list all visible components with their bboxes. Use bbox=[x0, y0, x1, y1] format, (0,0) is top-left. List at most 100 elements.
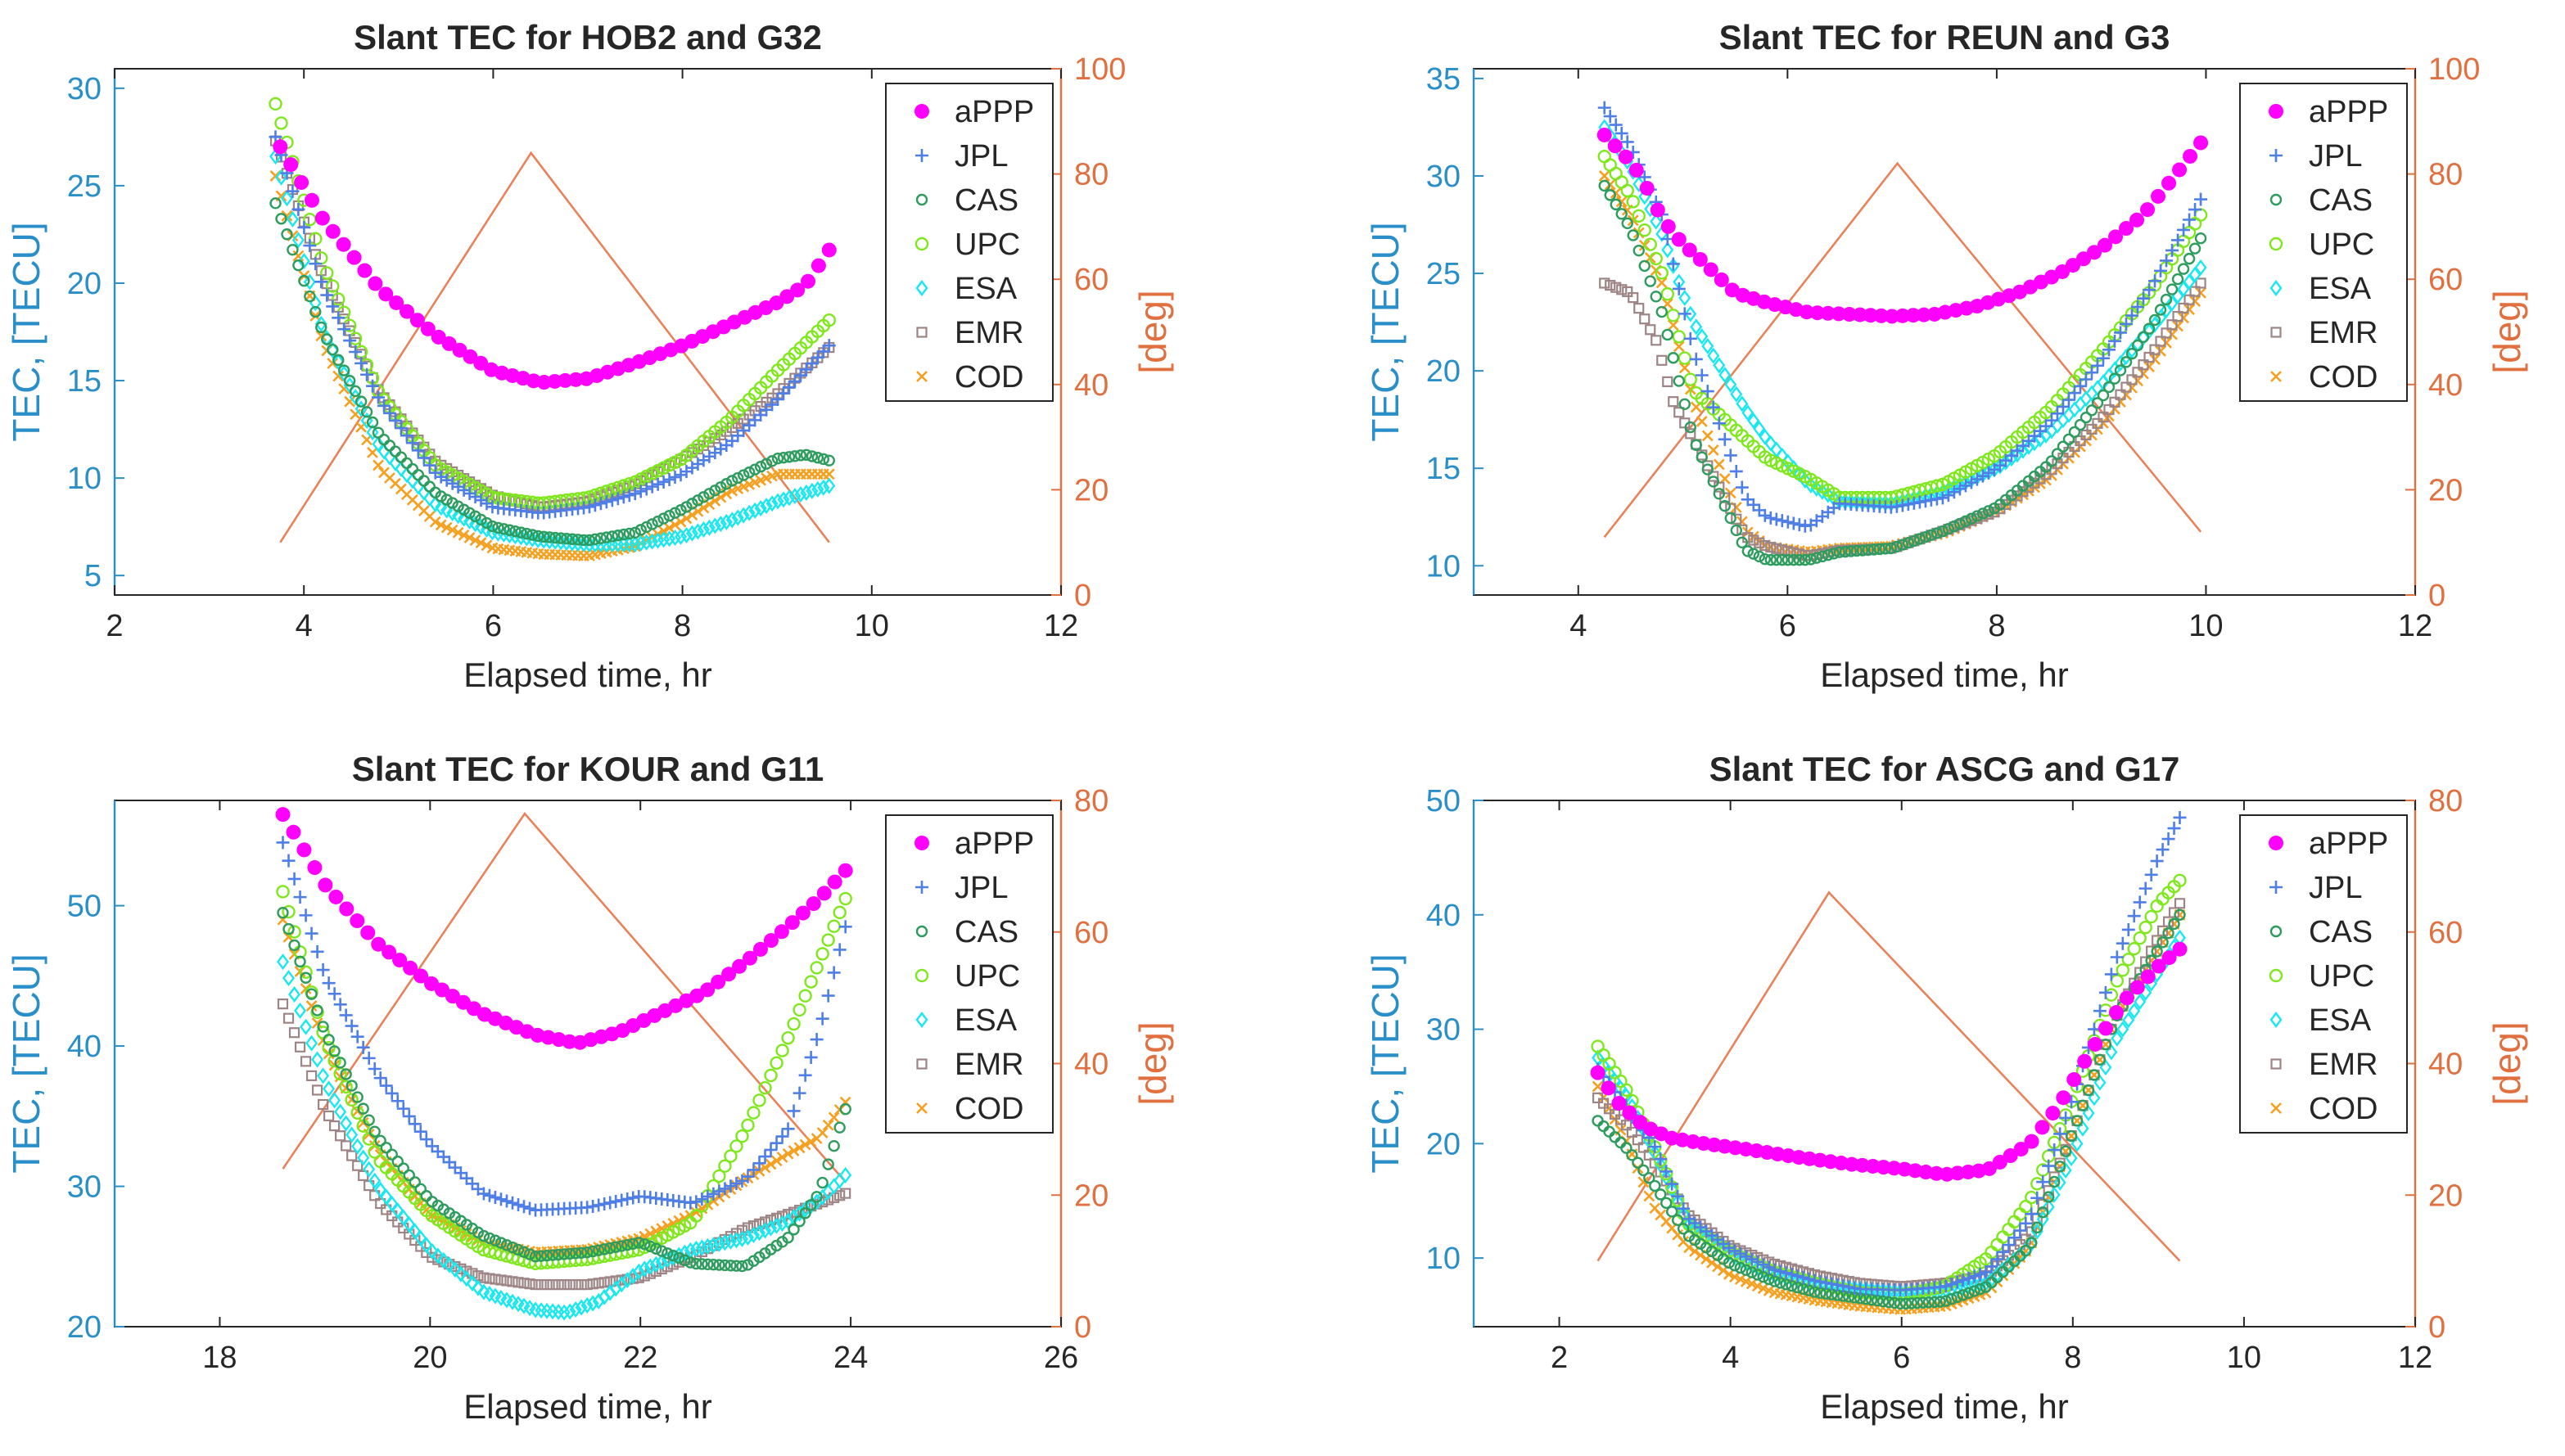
marker-cod bbox=[463, 532, 476, 543]
legend-box bbox=[2239, 814, 2408, 1134]
marker-jpl bbox=[777, 386, 791, 400]
marker-jpl bbox=[1769, 512, 1783, 526]
marker-appp bbox=[1601, 1080, 1616, 1096]
marker-cas bbox=[2085, 404, 2098, 417]
marker-cas bbox=[315, 321, 327, 334]
marker-jpl bbox=[1648, 1140, 1662, 1154]
marker-emr bbox=[782, 1209, 794, 1220]
marker-jpl bbox=[485, 500, 499, 514]
marker-appp bbox=[2003, 1148, 2018, 1164]
marker-cas bbox=[1890, 540, 1903, 553]
marker-jpl bbox=[2097, 351, 2110, 365]
marker-emr bbox=[2138, 359, 2149, 371]
marker-cas bbox=[554, 532, 567, 544]
marker-cas bbox=[2168, 917, 2180, 931]
marker-appp bbox=[368, 276, 383, 291]
marker-esa bbox=[629, 536, 642, 553]
marker-emr bbox=[1637, 1142, 1649, 1153]
marker-cas bbox=[709, 485, 721, 497]
marker-cas bbox=[1793, 553, 1806, 566]
marker-emr bbox=[1736, 524, 1748, 535]
legend-label: ESA bbox=[955, 1003, 1018, 1038]
marker-emr bbox=[501, 1275, 513, 1287]
marker-upc bbox=[914, 968, 929, 983]
marker-cas bbox=[560, 532, 573, 545]
marker-esa bbox=[2105, 1044, 2118, 1061]
marker-jpl bbox=[2131, 300, 2145, 314]
marker-cod bbox=[367, 447, 378, 458]
marker-esa bbox=[286, 210, 299, 228]
marker-emr bbox=[2109, 396, 2120, 408]
marker-cas bbox=[828, 1139, 840, 1152]
marker-cas bbox=[2102, 381, 2116, 394]
marker-jpl bbox=[1907, 496, 1921, 510]
marker-cas bbox=[1959, 515, 1972, 528]
marker-jpl bbox=[2137, 291, 2151, 305]
marker-cas bbox=[2162, 926, 2174, 940]
marker-jpl bbox=[1785, 1268, 1799, 1282]
marker-jpl bbox=[354, 356, 368, 370]
marker-appp bbox=[1607, 138, 1623, 154]
marker-jpl bbox=[1825, 1277, 1839, 1291]
marker-jpl bbox=[598, 1197, 612, 1210]
marker-jpl bbox=[1831, 1278, 1845, 1291]
marker-jpl bbox=[2167, 822, 2181, 836]
marker-esa bbox=[294, 1002, 307, 1019]
marker-emr bbox=[2178, 302, 2189, 314]
marker-appp bbox=[2161, 950, 2177, 966]
marker-esa bbox=[759, 1222, 772, 1239]
marker-cas bbox=[823, 454, 835, 467]
marker-jpl bbox=[1796, 1270, 1810, 1284]
marker-upc bbox=[332, 292, 345, 306]
marker-cas bbox=[2194, 232, 2207, 245]
legend: aPPP JPL CAS UPC ESA EMR COD bbox=[2239, 83, 2408, 402]
marker-esa bbox=[2116, 1021, 2129, 1038]
marker-emr bbox=[1668, 396, 1679, 408]
marker-upc bbox=[752, 1093, 766, 1107]
marker-cas bbox=[1718, 499, 1731, 512]
x-axis-label: Elapsed time, hr bbox=[463, 656, 711, 694]
legend-label: JPL bbox=[2309, 139, 2362, 174]
legend-item-appp: aPPP bbox=[914, 827, 1034, 861]
marker-jpl bbox=[605, 494, 619, 507]
marker-esa bbox=[426, 1242, 439, 1260]
marker-jpl bbox=[1947, 485, 1961, 499]
marker-cas bbox=[2151, 945, 2163, 958]
marker-emr bbox=[282, 1012, 295, 1024]
marker-jpl bbox=[1786, 516, 1800, 530]
marker-jpl bbox=[1775, 514, 1789, 528]
marker-esa bbox=[666, 1249, 680, 1266]
marker-cas bbox=[719, 1259, 731, 1272]
marker-cas bbox=[2174, 908, 2186, 921]
marker-jpl bbox=[1666, 257, 1680, 271]
marker-appp bbox=[307, 860, 323, 876]
marker-jpl bbox=[2002, 1238, 2016, 1252]
marker-cas bbox=[397, 1162, 409, 1174]
marker-cas bbox=[349, 385, 362, 398]
marker-cas bbox=[2088, 1069, 2101, 1081]
elevation-line bbox=[1603, 161, 2202, 539]
marker-cas bbox=[2188, 242, 2201, 255]
x-axis-label: Elapsed time, hr bbox=[1820, 656, 2068, 694]
marker-jpl bbox=[2125, 309, 2139, 322]
marker-cas bbox=[1684, 421, 1696, 434]
legend: aPPP JPL CAS UPC ESA EMR COD bbox=[2239, 814, 2408, 1134]
marker-jpl bbox=[2013, 1224, 2027, 1237]
marker-appp bbox=[1929, 1165, 1944, 1181]
marker-emr bbox=[2162, 916, 2174, 927]
marker-cas bbox=[2093, 1053, 2107, 1066]
marker-jpl bbox=[798, 1068, 812, 1082]
marker-esa bbox=[429, 496, 442, 513]
marker-cod bbox=[1643, 1190, 1655, 1202]
marker-cas bbox=[571, 534, 585, 546]
marker-upc bbox=[320, 266, 334, 280]
legend-label: ESA bbox=[2309, 1003, 2372, 1038]
marker-esa bbox=[2177, 281, 2190, 298]
y-tick-label: 50 bbox=[67, 890, 102, 924]
marker-cas bbox=[566, 533, 579, 545]
marker-jpl bbox=[2138, 881, 2152, 895]
legend-label: COD bbox=[2309, 360, 2378, 394]
marker-upc bbox=[689, 1209, 703, 1223]
marker-upc bbox=[1619, 1083, 1633, 1097]
marker-appp bbox=[1852, 307, 1867, 322]
